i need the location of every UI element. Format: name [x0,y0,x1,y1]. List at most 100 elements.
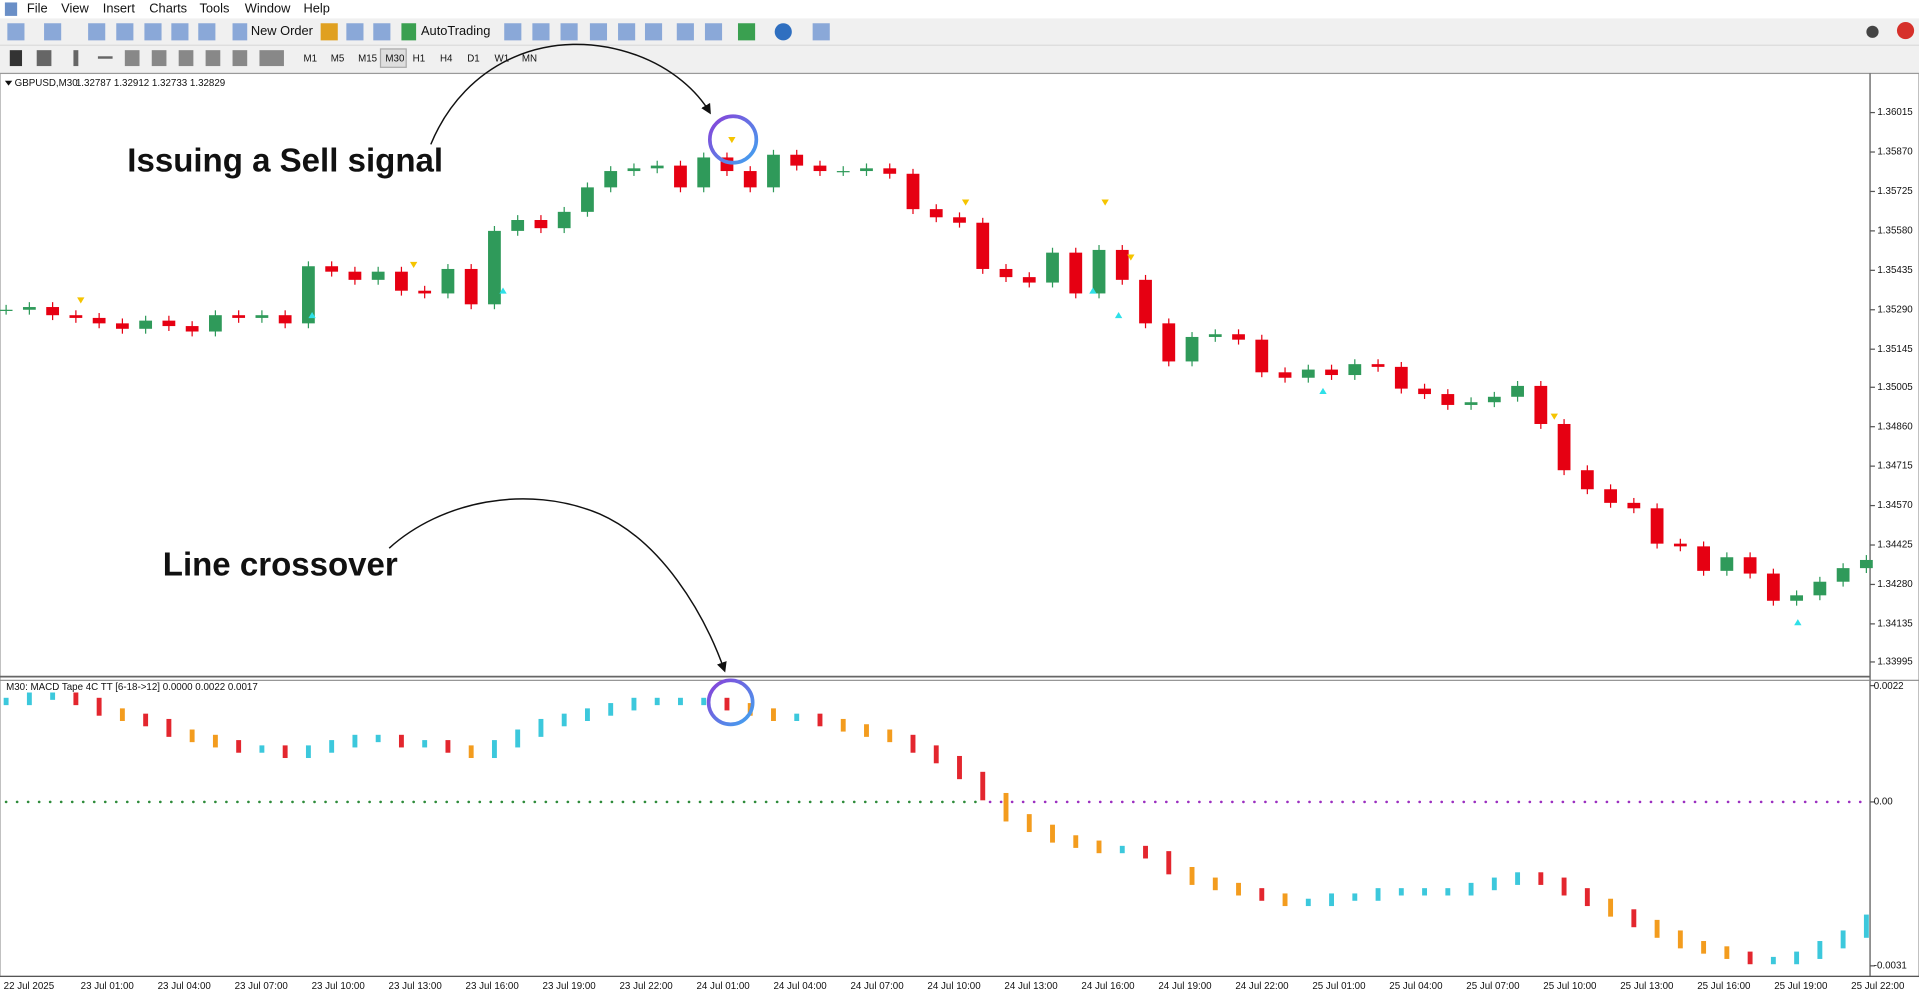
icon[interactable] [198,23,216,41]
candle [929,209,943,218]
macd-bar [538,718,544,737]
candle [1162,323,1176,362]
candle [604,171,618,188]
candle [1673,543,1687,547]
macd-bar [1840,930,1846,949]
timeframe-button[interactable]: D1 [467,53,479,64]
new-order-button[interactable]: New Order [251,23,314,38]
macd-bar [794,713,800,721]
macd-bar [259,745,265,753]
menu-item[interactable]: View [61,1,89,16]
icon[interactable] [504,23,522,41]
macd-bar [1329,893,1334,907]
timeframe-button[interactable]: H1 [413,53,425,64]
menu-item[interactable]: Insert [103,1,136,16]
icon[interactable] [232,50,248,67]
x-tick-label: 24 Jul 07:00 [850,981,904,992]
macd-bar [1398,888,1404,896]
icon[interactable] [532,23,550,41]
candle [1255,339,1269,373]
buy-arrow [1114,312,1123,319]
icon[interactable] [644,23,663,41]
menu-item[interactable]: File [27,1,48,16]
icon[interactable] [144,23,162,41]
candle [511,220,525,231]
icon[interactable] [7,23,25,41]
timeframe-button[interactable]: M15 [358,53,378,64]
macd-bar [26,692,32,706]
macd-bar [166,718,172,737]
notification-icon[interactable] [1896,22,1915,40]
timeframe-button[interactable]: M1 [304,53,318,64]
menu-item[interactable]: Charts [149,1,187,16]
icon[interactable] [73,50,79,67]
timeframe-button[interactable]: H4 [440,53,453,64]
icon[interactable] [88,23,106,41]
macd-bar [957,755,962,780]
menu-item[interactable]: Window [245,1,291,16]
candle [1278,372,1292,378]
candle [325,266,339,272]
macd-bar [1352,893,1358,901]
candle [581,187,594,212]
macd-bar [608,703,614,716]
y-tick-label: 0.00 [1874,797,1894,808]
icon[interactable] [171,23,189,41]
candle [418,290,432,294]
icon[interactable] [205,50,221,67]
timeframe-button[interactable]: M30 [385,53,405,64]
icon[interactable] [589,23,608,41]
icon[interactable] [116,23,134,41]
icon[interactable] [124,50,140,67]
timeframe-button[interactable]: M5 [331,53,345,64]
icon[interactable] [97,56,113,59]
buy-arrow [1319,387,1327,394]
icon[interactable] [178,50,194,67]
candle [1766,573,1780,601]
icon[interactable] [44,23,62,41]
sell-arrow [77,297,85,304]
icon[interactable] [232,23,248,41]
icon[interactable] [373,23,391,41]
candle [1301,369,1315,378]
menu-item[interactable]: Help [304,1,330,16]
candle [278,315,292,324]
macd-bar [1794,951,1800,965]
timeframe-button[interactable]: W1 [495,53,510,64]
icon[interactable] [346,23,364,41]
icon[interactable] [676,23,694,41]
icon[interactable] [560,23,578,41]
icon[interactable] [618,23,636,41]
y-tick-label: 1.35725 [1877,186,1913,197]
macd-bar [73,692,79,706]
icon[interactable] [151,50,167,67]
candle [557,211,571,229]
macd-bar [236,740,242,753]
macd-bar [1305,898,1311,907]
candle [906,173,920,210]
icon[interactable] [812,23,830,41]
macd-bar [1770,956,1776,965]
candle [1604,489,1617,503]
icon[interactable] [401,23,417,41]
menu-item[interactable]: Tools [199,1,229,16]
icon[interactable] [704,23,723,41]
macd-bar [1096,840,1102,854]
macd-bar [1003,792,1009,822]
macd-bar [3,697,9,706]
y-tick-label: 1.36015 [1877,107,1913,118]
icon[interactable] [737,23,756,41]
icon[interactable] [320,23,338,41]
buy-arrow [308,312,316,319]
plot [0,149,1873,965]
search-icon[interactable] [1866,25,1879,38]
macd-bar [840,718,846,732]
icon[interactable] [36,50,52,67]
timeframe-button[interactable]: MN [522,53,537,64]
icon[interactable] [774,23,792,41]
icon[interactable] [259,50,284,67]
candle [627,168,641,172]
chart-quotes: 1.32787 1.32912 1.32733 1.32829 [76,78,225,89]
autotrading-button[interactable]: AutoTrading [421,23,490,38]
icon[interactable] [9,50,23,67]
